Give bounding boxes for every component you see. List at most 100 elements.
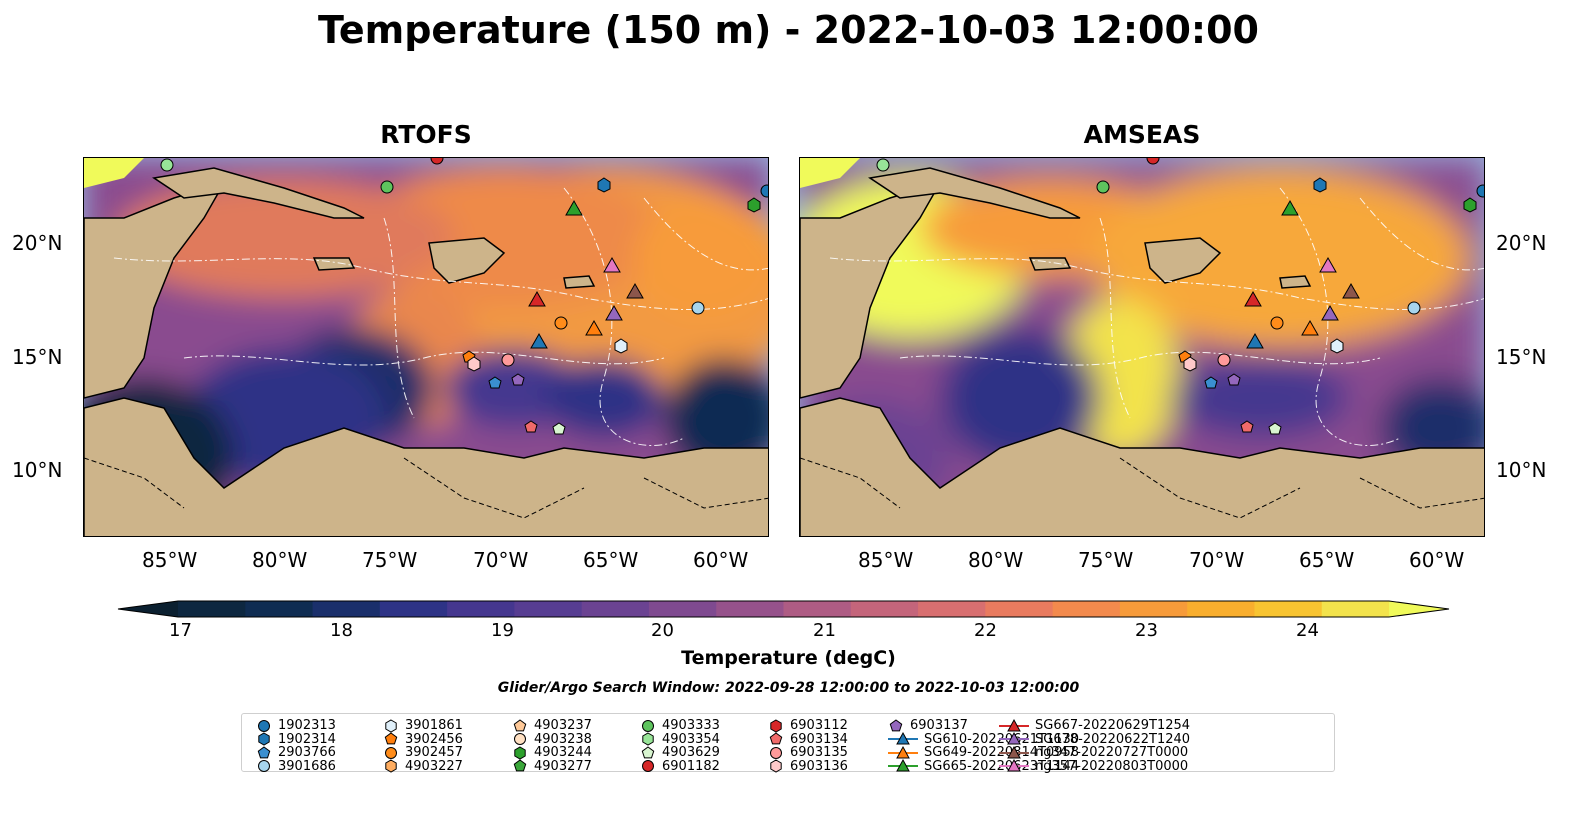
amseas-map bbox=[799, 157, 1485, 537]
legend-item: 4903237 bbox=[512, 716, 592, 735]
legend-box: 1902313 1902314 2903766 3901686 3901861 39024… bbox=[241, 713, 1335, 774]
legend-label: 6903134 bbox=[790, 731, 848, 747]
triangle-marker-icon bbox=[999, 758, 1029, 772]
legend-label: 6903137 bbox=[910, 718, 968, 733]
pentagon-marker-icon bbox=[513, 718, 527, 731]
legend-item: 3902457 bbox=[383, 743, 463, 762]
legend-item: 4903629 bbox=[640, 743, 720, 762]
legend-item: 4903277 bbox=[512, 757, 592, 776]
legend-label: 4903354 bbox=[662, 731, 720, 747]
colorbar-segment bbox=[783, 601, 852, 617]
lat-label-20n-left: 20°N bbox=[12, 231, 63, 255]
lat-label-20n-right: 20°N bbox=[1496, 231, 1547, 255]
colorbar-segment bbox=[918, 601, 986, 617]
colorbar-tick-17: 17 bbox=[169, 620, 192, 641]
legend-label: 3902457 bbox=[405, 745, 463, 760]
lon-label-70w-right: 70°W bbox=[1189, 548, 1245, 572]
colorbar-tick-21: 21 bbox=[813, 620, 836, 641]
hexagon-marker-icon bbox=[642, 732, 654, 746]
triangle-marker-icon bbox=[999, 718, 1029, 731]
colorbar-tick-23: 23 bbox=[1135, 620, 1158, 641]
legend-item: 4903227 bbox=[383, 757, 463, 776]
circle-marker-icon bbox=[514, 733, 526, 745]
temperature-colorbar bbox=[117, 600, 1450, 618]
panel-title-rtofs: RTOFS bbox=[380, 120, 472, 149]
legend-label: 4903227 bbox=[405, 758, 463, 774]
colorbar-segment bbox=[379, 601, 448, 617]
legend-label: 3901686 bbox=[278, 758, 336, 774]
legend-item: ng357-20220803T0000 bbox=[999, 757, 1188, 776]
circle-marker-icon bbox=[385, 746, 397, 759]
circle-marker-icon bbox=[770, 746, 782, 759]
pentagon-marker-icon bbox=[257, 745, 271, 758]
legend-label: 6903112 bbox=[790, 718, 848, 733]
colorbar-title: Temperature (degC) bbox=[681, 647, 896, 669]
legend-label: 4903238 bbox=[534, 731, 592, 747]
legend-label: 6903135 bbox=[790, 745, 848, 760]
colorbar-segment bbox=[245, 601, 314, 617]
lat-label-15n-right: 15°N bbox=[1496, 345, 1547, 369]
colorbar-outline bbox=[117, 600, 1450, 618]
legend-label: SG678-20220622T1240 bbox=[1035, 731, 1191, 747]
legend-label: 2903766 bbox=[278, 745, 336, 760]
colorbar-segment bbox=[1119, 601, 1188, 617]
pentagon-marker-icon bbox=[513, 759, 527, 772]
lon-label-75w-left: 75°W bbox=[362, 548, 418, 572]
lon-label-85w-right: 85°W bbox=[858, 548, 914, 572]
colorbar-segment bbox=[1052, 601, 1121, 617]
legend-label: ng357-20220803T0000 bbox=[1035, 758, 1189, 774]
triangle-marker-icon bbox=[888, 731, 918, 745]
lon-label-65w-right: 65°W bbox=[1299, 548, 1355, 572]
rtofs-map bbox=[83, 157, 769, 537]
triangle-marker-icon bbox=[888, 745, 918, 758]
figure-title: Temperature (150 m) - 2022-10-03 12:00:0… bbox=[317, 8, 1259, 52]
legend-item: 4903244 bbox=[512, 743, 592, 762]
lon-label-85w-left: 85°W bbox=[142, 548, 198, 572]
legend-label: 4903244 bbox=[534, 745, 592, 760]
circle-marker-icon bbox=[258, 760, 270, 772]
colorbar-segment bbox=[447, 601, 515, 617]
colorbar-segment bbox=[1254, 601, 1323, 617]
search-window-text: Glider/Argo Search Window: 2022-09-28 12… bbox=[497, 680, 1080, 696]
colorbar-segment bbox=[312, 601, 381, 617]
legend-label: 1902313 bbox=[278, 718, 336, 733]
colorbar-segment bbox=[514, 601, 583, 617]
legend-item: 4903354 bbox=[640, 730, 720, 749]
legend-item: 6903137 bbox=[888, 716, 968, 735]
legend-item: 3901686 bbox=[256, 757, 336, 776]
lat-label-10n-right: 10°N bbox=[1496, 458, 1547, 482]
lat-label-15n-left: 15°N bbox=[12, 345, 63, 369]
legend-label: 6903136 bbox=[790, 758, 848, 774]
colorbar-over-arrow bbox=[1389, 601, 1449, 617]
legend-label: 3901861 bbox=[405, 718, 463, 733]
colorbar-segment bbox=[850, 601, 919, 617]
rtofs-map-graphic bbox=[84, 158, 768, 536]
legend-item: 6901182 bbox=[640, 757, 720, 776]
colorbar-segment bbox=[1187, 601, 1255, 617]
hexagon-marker-icon bbox=[514, 745, 526, 760]
legend-item: 1902314 bbox=[256, 730, 336, 749]
colorbar-segment bbox=[648, 601, 717, 617]
hexagon-marker-icon bbox=[258, 732, 270, 746]
panel-title-amseas: AMSEAS bbox=[1083, 120, 1201, 149]
lon-label-70w-left: 70°W bbox=[473, 548, 529, 572]
lon-label-60w-right: 60°W bbox=[1409, 548, 1465, 572]
colorbar-segment bbox=[985, 601, 1054, 617]
legend-label: 6901182 bbox=[662, 758, 720, 774]
legend-item: 6903112 bbox=[768, 716, 848, 735]
pentagon-marker-icon bbox=[889, 718, 903, 731]
legend-item: ng347-20220727T0000 bbox=[999, 743, 1188, 762]
hexagon-marker-icon bbox=[770, 759, 782, 773]
pentagon-marker-icon bbox=[384, 732, 398, 745]
legend-item: 4903238 bbox=[512, 730, 592, 749]
lon-label-80w-right: 80°W bbox=[968, 548, 1024, 572]
legend-item: 4903333 bbox=[640, 716, 720, 735]
legend-label: 3902456 bbox=[405, 731, 463, 747]
legend-item: 2903766 bbox=[256, 743, 336, 762]
legend-item: 3901861 bbox=[383, 716, 463, 735]
hexagon-marker-icon bbox=[385, 718, 397, 733]
colorbar-segment bbox=[1321, 601, 1390, 617]
colorbar-segment bbox=[716, 601, 784, 617]
legend-item: 6903134 bbox=[768, 730, 848, 749]
legend-label: 4903237 bbox=[534, 718, 592, 733]
